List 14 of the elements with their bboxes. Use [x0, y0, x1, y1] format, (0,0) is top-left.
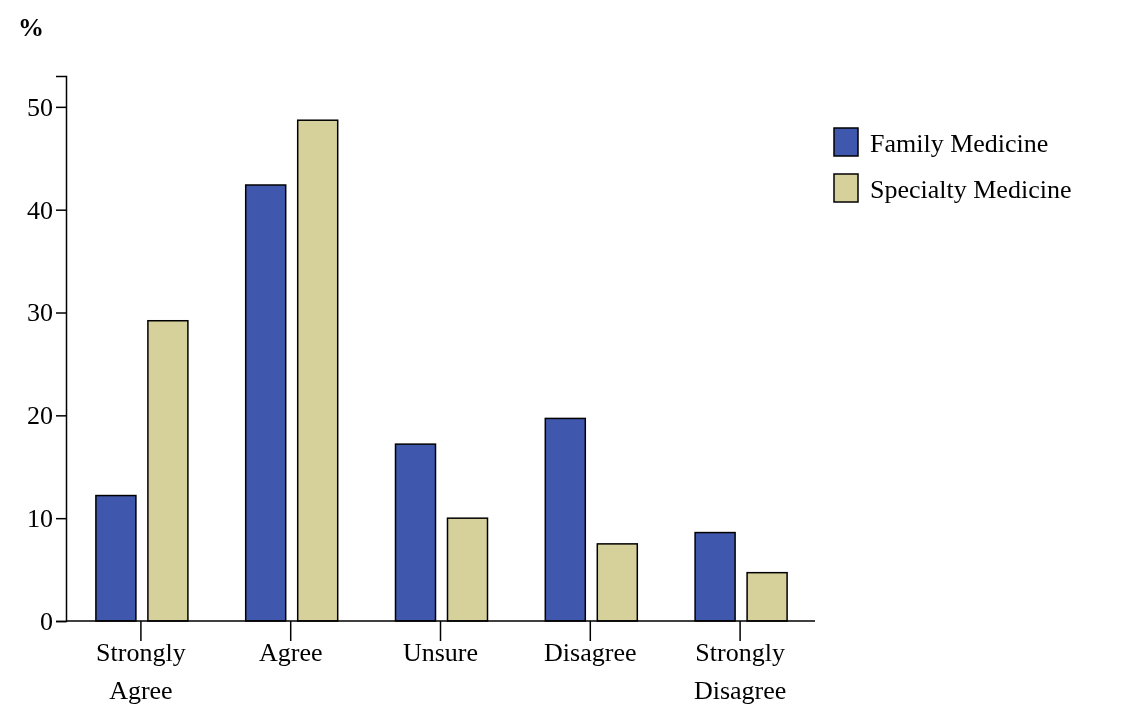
y-tick-label: 40	[27, 195, 53, 225]
x-tick-label: Strongly Agree	[96, 638, 186, 705]
x-tick-label: Agree	[258, 638, 323, 667]
y-axis-title: %	[18, 13, 44, 42]
legend-label: Specialty Medicine	[870, 175, 1072, 204]
y-tick-label: 50	[27, 92, 53, 122]
y-tick-label: 10	[27, 503, 53, 533]
x-tick-label: Unsure	[402, 638, 479, 667]
y-tick-label: 20	[27, 401, 53, 431]
legend-label: Family Medicine	[870, 129, 1049, 158]
x-tick-label: Strongly Disagree	[693, 638, 787, 705]
y-tick-label: 0	[40, 606, 53, 636]
x-tick-label: Disagree	[544, 638, 637, 667]
y-tick-label: 30	[27, 298, 53, 328]
